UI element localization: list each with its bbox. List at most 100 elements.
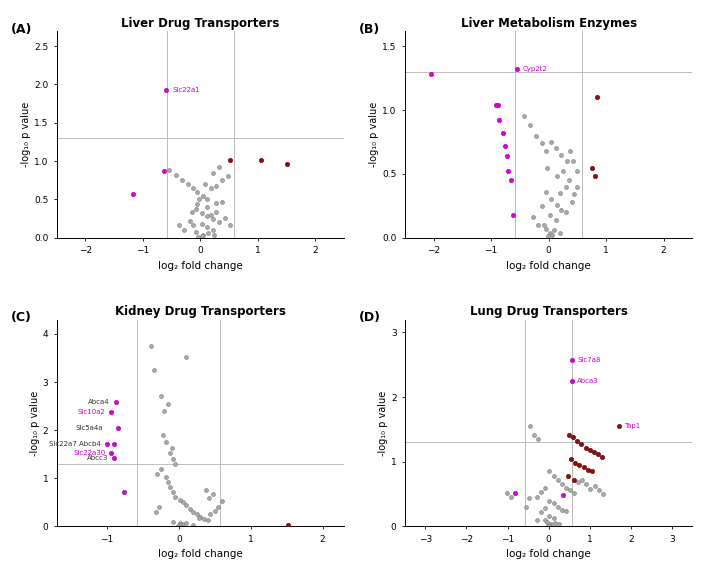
Text: Slc5a4a: Slc5a4a <box>75 425 103 431</box>
Point <box>562 157 573 166</box>
Point <box>525 121 536 130</box>
Point <box>191 509 203 518</box>
Point <box>564 486 576 495</box>
Point <box>167 487 179 497</box>
Point <box>169 492 181 501</box>
Point <box>548 499 559 508</box>
Point <box>589 172 601 181</box>
Point <box>106 407 117 416</box>
Point <box>177 175 188 184</box>
Text: (D): (D) <box>359 311 381 324</box>
Point <box>536 139 547 148</box>
Point <box>169 459 181 468</box>
Point <box>213 503 224 512</box>
Title: Liver Metabolism Enzymes: Liver Metabolism Enzymes <box>461 17 637 30</box>
Point <box>542 521 554 530</box>
Point <box>110 397 121 407</box>
Point <box>164 482 176 491</box>
Point <box>584 445 596 454</box>
Point <box>166 444 177 453</box>
Point <box>542 163 553 172</box>
Point <box>187 520 199 529</box>
Title: Liver Drug Transporters: Liver Drug Transporters <box>121 17 279 30</box>
Point <box>211 199 222 208</box>
Point <box>208 230 220 239</box>
Point <box>550 215 562 225</box>
Point <box>525 422 536 431</box>
Point <box>207 214 218 223</box>
Point <box>198 191 209 200</box>
Y-axis label: -log₁₀ p value: -log₁₀ p value <box>378 391 388 456</box>
Point <box>589 482 601 491</box>
X-axis label: log₂ fold change: log₂ fold change <box>158 260 242 271</box>
Y-axis label: -log₁₀ p value: -log₁₀ p value <box>21 102 31 167</box>
Point <box>223 172 234 181</box>
Point <box>552 502 564 511</box>
Point <box>532 492 543 501</box>
Point <box>548 471 559 480</box>
Point <box>567 157 579 166</box>
Point <box>213 162 225 172</box>
Point <box>216 497 228 506</box>
Point <box>190 204 201 213</box>
Point <box>160 438 172 447</box>
Point <box>172 521 184 530</box>
Point <box>532 434 544 444</box>
Point <box>503 166 514 176</box>
Point <box>167 517 179 526</box>
X-axis label: log₂ fold change: log₂ fold change <box>506 550 591 559</box>
Point <box>557 491 569 500</box>
Point <box>179 225 190 234</box>
Point <box>203 493 215 502</box>
Point <box>192 199 203 209</box>
Point <box>544 511 555 521</box>
Point <box>152 469 163 478</box>
Point <box>544 210 555 219</box>
Point <box>164 449 176 458</box>
Title: Kidney Drug Transporters: Kidney Drug Transporters <box>115 305 286 319</box>
Text: Slc22a1: Slc22a1 <box>172 87 200 93</box>
Point <box>536 201 547 210</box>
Point <box>560 207 571 217</box>
Point <box>592 449 603 458</box>
Point <box>190 228 201 237</box>
Point <box>167 454 179 464</box>
Point <box>585 484 596 494</box>
Point <box>566 198 577 207</box>
Y-axis label: -log₁₀ p value: -log₁₀ p value <box>369 102 379 167</box>
Point <box>205 210 216 219</box>
Text: Cyp2t2: Cyp2t2 <box>522 66 547 72</box>
Point <box>556 150 567 160</box>
Point <box>493 116 505 125</box>
Point <box>171 170 182 180</box>
Point <box>540 483 551 492</box>
Point <box>548 513 559 522</box>
Point <box>106 449 117 458</box>
Point <box>544 521 555 530</box>
Point <box>207 168 218 177</box>
Point <box>532 221 544 230</box>
Point <box>174 518 186 527</box>
Point <box>542 232 554 241</box>
Point <box>209 506 220 516</box>
Point <box>219 213 230 222</box>
Point <box>108 439 120 448</box>
Point <box>158 166 169 176</box>
Point <box>180 353 191 362</box>
Point <box>174 495 186 505</box>
Point <box>552 200 563 209</box>
Point <box>568 190 579 199</box>
Point <box>546 137 557 146</box>
Point <box>162 399 174 408</box>
Point <box>201 212 213 221</box>
Point <box>593 486 604 495</box>
Point <box>177 520 189 529</box>
Point <box>556 479 567 488</box>
Point <box>159 406 170 415</box>
Point <box>554 519 565 528</box>
Point <box>541 517 552 526</box>
Point <box>511 65 523 74</box>
Point <box>582 465 593 474</box>
Point <box>113 423 124 433</box>
Point <box>586 467 598 476</box>
